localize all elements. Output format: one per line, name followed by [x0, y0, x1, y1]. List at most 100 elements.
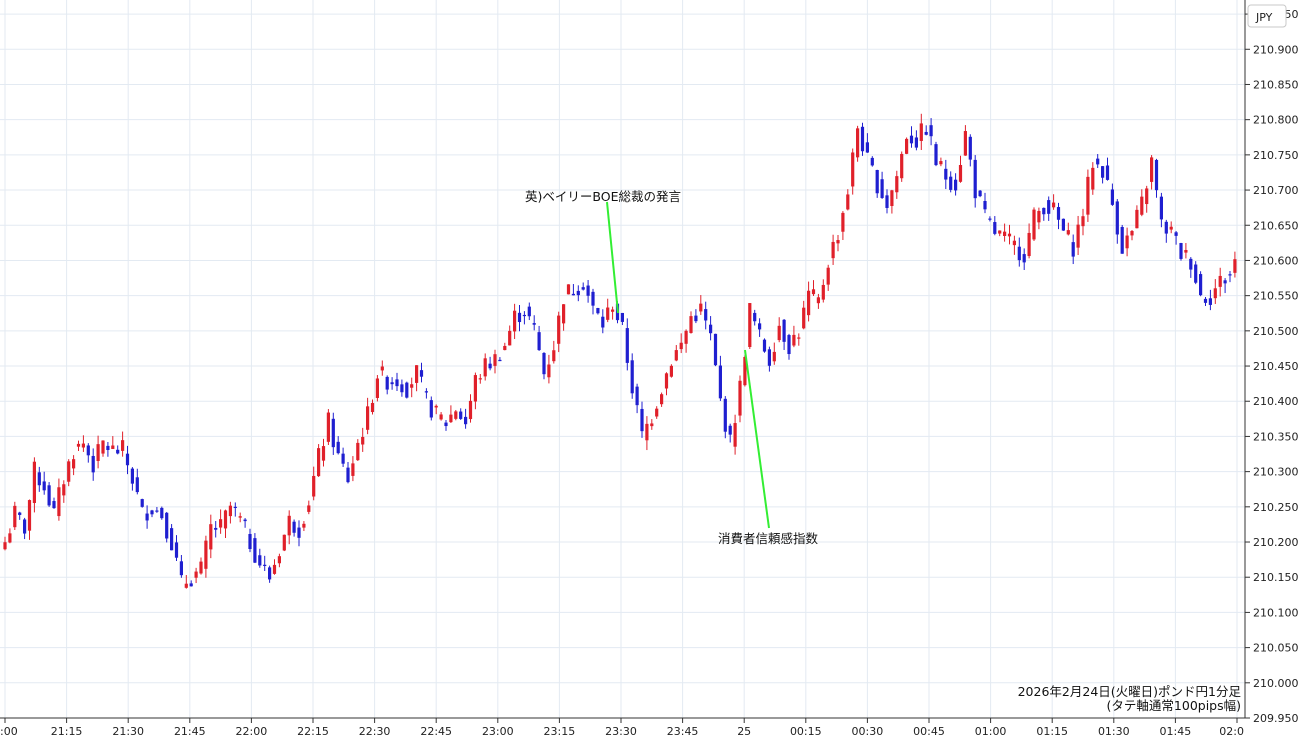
currency-label: JPY — [1255, 11, 1273, 24]
candle-down — [1174, 232, 1178, 236]
candle-up — [1145, 188, 1149, 205]
candle-up — [76, 443, 81, 447]
candle-up — [772, 351, 776, 362]
candle-up — [807, 290, 811, 316]
candle-down — [390, 382, 394, 385]
x-tick-label: 01:15 — [1036, 725, 1068, 738]
candle-down — [885, 195, 889, 208]
candle-up — [307, 505, 311, 512]
candle-down — [782, 319, 786, 342]
y-tick-label: 210.050 — [1253, 642, 1299, 655]
y-tick-label: 210.700 — [1253, 184, 1299, 197]
candle-up — [238, 516, 242, 518]
candle-up — [473, 375, 477, 402]
candle-down — [106, 445, 110, 450]
candle-up — [1012, 240, 1016, 246]
candle-down — [522, 314, 526, 317]
candle-down — [336, 441, 340, 454]
x-tick-label: 00:15 — [790, 725, 822, 738]
candle-up — [679, 342, 683, 350]
candle-up — [370, 402, 375, 413]
candle-up — [72, 459, 76, 469]
candle-up — [199, 561, 203, 574]
currency-box — [1247, 4, 1287, 28]
candle-down — [1189, 258, 1193, 270]
candle-up — [493, 354, 497, 366]
candle-down — [517, 312, 522, 323]
candle-down — [1101, 166, 1105, 178]
candle-down — [1017, 246, 1021, 261]
candle-up — [317, 448, 321, 477]
candle-up — [439, 414, 443, 420]
candle-up — [958, 164, 963, 182]
candle-up — [664, 373, 669, 389]
candle-up — [1027, 232, 1031, 257]
candle-down — [37, 472, 41, 486]
candle-up — [562, 304, 566, 324]
candle-up — [277, 556, 281, 564]
candle-up — [655, 408, 659, 417]
candle-down — [292, 521, 296, 533]
candle-up — [1007, 233, 1012, 237]
y-tick-label: 210.450 — [1253, 360, 1299, 373]
candle-down — [268, 567, 272, 580]
candle-down — [968, 136, 972, 160]
candle-down — [424, 391, 428, 393]
candle-up — [223, 510, 228, 529]
candle-down — [42, 481, 46, 491]
candle-down — [91, 455, 95, 473]
candle-up — [1086, 176, 1090, 215]
candle-down — [865, 142, 869, 153]
annotation-leader-boe — [606, 201, 619, 314]
candle-down — [635, 386, 639, 406]
candle-down — [728, 425, 732, 435]
candle-up — [1169, 226, 1173, 230]
candle-up — [792, 334, 796, 346]
candle-up — [684, 330, 688, 344]
candle-up — [856, 128, 860, 158]
y-tick-label: 210.300 — [1253, 466, 1299, 479]
x-tick-label: 01:30 — [1098, 725, 1130, 738]
candle-up — [415, 365, 419, 383]
candle-down — [47, 485, 51, 506]
candle-up — [1052, 202, 1056, 208]
candle-down — [576, 290, 580, 296]
candle-up — [1218, 275, 1222, 287]
y-tick-label: 210.850 — [1253, 78, 1299, 91]
candle-down — [1179, 243, 1183, 259]
candle-up — [13, 505, 17, 528]
candle-up — [738, 380, 742, 416]
candle-down — [145, 513, 149, 521]
y-tick-label: 210.800 — [1253, 114, 1299, 127]
y-tick-label: 210.400 — [1253, 395, 1299, 408]
candle-up — [821, 284, 825, 300]
candle-down — [140, 499, 144, 507]
candle-down — [601, 316, 605, 328]
candle-down — [498, 359, 502, 362]
candlestick-series — [3, 113, 1237, 589]
candle-up — [669, 365, 673, 377]
candle-down — [870, 157, 874, 166]
candle-down — [419, 370, 424, 377]
candle-down — [253, 538, 257, 563]
candle-up — [282, 534, 286, 551]
candle-down — [983, 200, 987, 210]
candle-down — [395, 379, 399, 387]
candle-up — [674, 350, 678, 361]
x-tick-label: 02:0 — [1219, 725, 1244, 738]
candle-down — [52, 501, 56, 509]
candle-down — [713, 333, 718, 366]
candle-down — [405, 382, 409, 398]
candle-down — [993, 222, 997, 234]
candle-up — [1032, 209, 1036, 240]
candle-up — [287, 515, 291, 536]
x-tick-label: 23:00 — [482, 725, 514, 738]
candle-down — [385, 376, 389, 390]
chart-caption-line2: (タテ軸通常100pips幅) — [1107, 698, 1241, 713]
candle-up — [1135, 209, 1139, 229]
candle-up — [410, 384, 414, 388]
candle-up — [998, 230, 1002, 234]
candle-up — [101, 440, 105, 454]
candle-up — [743, 356, 747, 386]
candle-up — [557, 315, 561, 344]
